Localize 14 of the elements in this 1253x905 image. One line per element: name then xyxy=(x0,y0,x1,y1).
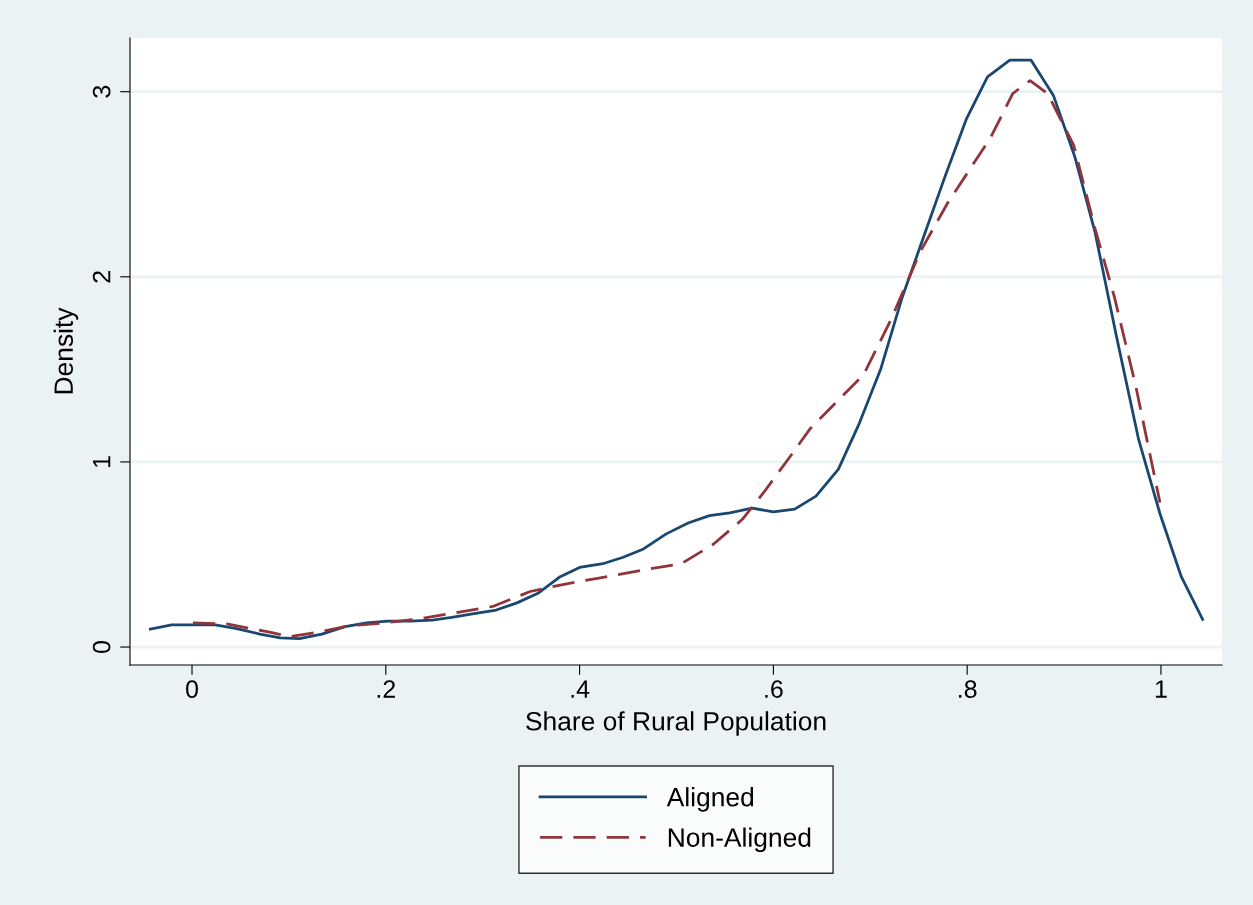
legend-label: Aligned xyxy=(666,787,754,812)
x-axis-title: Share of Rural Population xyxy=(526,711,826,736)
legend-label: Non-Aligned xyxy=(668,827,811,853)
y-tick-label: 2 xyxy=(92,271,111,283)
y-tick-label: 3 xyxy=(92,85,111,98)
y-tick-label: 1 xyxy=(93,456,111,467)
y-axis-title: Density xyxy=(53,307,79,394)
x-tick-label: .8 xyxy=(959,680,977,698)
x-tick-label: 0 xyxy=(186,680,198,698)
x-tick-label: .4 xyxy=(571,680,590,698)
y-tick-label: 0 xyxy=(92,641,111,654)
x-tick-label: .6 xyxy=(765,680,783,698)
x-tick-label: .2 xyxy=(377,680,395,698)
x-tick-label: 1 xyxy=(1155,680,1167,698)
